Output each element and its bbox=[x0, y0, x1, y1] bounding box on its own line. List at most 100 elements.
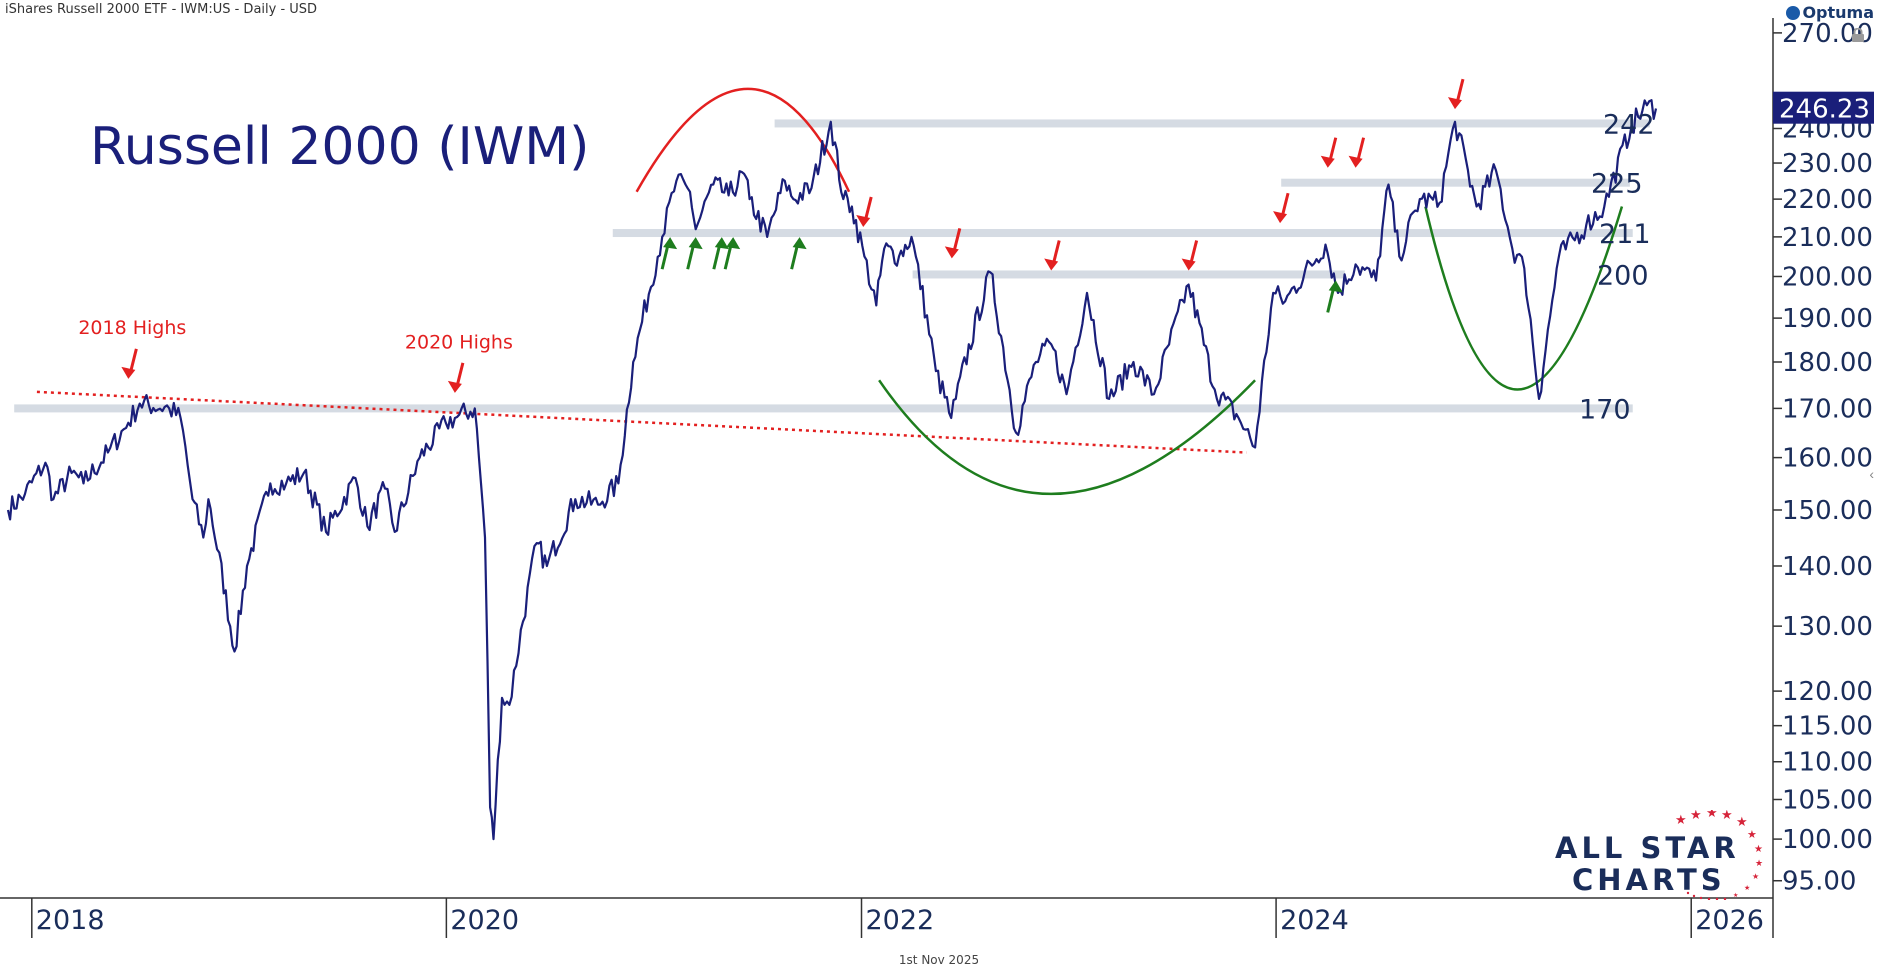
red-arrow-5-shaft bbox=[1189, 240, 1199, 265]
support-label-170: 170 bbox=[1579, 394, 1631, 425]
red-arrow-0-head bbox=[121, 366, 136, 379]
last-price-marker: 246.23 bbox=[1773, 91, 1874, 125]
red-arrow-9-shaft bbox=[1455, 78, 1465, 104]
svg-text:★: ★ bbox=[1736, 814, 1748, 829]
red-arrow-4-shaft bbox=[1051, 240, 1061, 265]
y-tick-label: 100.00 bbox=[1782, 825, 1873, 855]
y-tick-label: 220.00 bbox=[1782, 185, 1873, 215]
y-axis: 270.00240.00230.00220.00210.00200.00190.… bbox=[1773, 19, 1873, 897]
green-arrow-4-shaft bbox=[790, 243, 800, 270]
y-tick-label: 120.00 bbox=[1782, 677, 1873, 707]
svg-text:★: ★ bbox=[1733, 892, 1738, 899]
red-arrow-6-shaft bbox=[1280, 192, 1290, 218]
green-arrow-5-shaft bbox=[1326, 287, 1336, 313]
trendline-layer bbox=[36, 390, 1247, 454]
x-tick-label: 2026 bbox=[1695, 905, 1764, 936]
red-arrow-8-head bbox=[1348, 155, 1363, 168]
red-arrow-6 bbox=[1273, 192, 1290, 224]
y-tick-label: 140.00 bbox=[1782, 552, 1873, 582]
support-band-211 bbox=[612, 229, 1633, 238]
price-line-layer bbox=[6, 99, 1658, 841]
green-arrow-3-head bbox=[726, 237, 741, 250]
green-arrow-1 bbox=[686, 237, 703, 270]
support-bands bbox=[14, 119, 1650, 413]
green-arrow-2 bbox=[712, 237, 729, 270]
y-tick-label: 270.00 bbox=[1782, 19, 1873, 49]
x-tick-label: 2024 bbox=[1280, 905, 1349, 936]
red-arrow-2-head bbox=[856, 215, 871, 228]
support-band-242 bbox=[774, 119, 1650, 128]
svg-text:★: ★ bbox=[1744, 884, 1750, 892]
footer-date: 1st Nov 2025 bbox=[898, 953, 980, 967]
red-arrow-3-shaft bbox=[952, 228, 962, 253]
red-arrow-5 bbox=[1181, 240, 1199, 271]
red-arrow-4-head bbox=[1044, 258, 1059, 271]
optuma-logo-icon bbox=[1786, 6, 1801, 20]
y-tick-label: 180.00 bbox=[1782, 348, 1873, 378]
logo-line-1: ALL STAR bbox=[1555, 831, 1740, 865]
chevron-left-icon[interactable]: ‹ bbox=[1869, 466, 1874, 482]
brand-label: Optuma bbox=[1802, 3, 1874, 22]
green-arrow-0 bbox=[660, 237, 678, 270]
y-tick-label: 105.00 bbox=[1782, 785, 1873, 815]
y-tick-label: 170.00 bbox=[1782, 394, 1873, 424]
last-price-label: 246.23 bbox=[1779, 95, 1870, 125]
red-arrow-3 bbox=[944, 228, 962, 259]
support-label-211: 211 bbox=[1599, 219, 1651, 250]
green-arrow-3-shaft bbox=[723, 243, 733, 270]
brand-name: Optuma bbox=[1786, 3, 1874, 22]
svg-text:★: ★ bbox=[1706, 810, 1718, 820]
red-arrow-7-shaft bbox=[1328, 137, 1338, 163]
price-series-line bbox=[6, 99, 1658, 841]
lock-icon[interactable] bbox=[1850, 28, 1866, 42]
x-tick-label: 2020 bbox=[450, 905, 519, 936]
green-arrow-1-shaft bbox=[686, 243, 696, 270]
green-arrow-5 bbox=[1326, 280, 1343, 313]
text-annotations: 242 225 211 200 170 2018 Highs 2020 Highs bbox=[78, 109, 1654, 425]
support-band-170 bbox=[14, 404, 1633, 413]
instrument-header: iShares Russell 2000 ETF - IWM:US - Dail… bbox=[5, 2, 318, 17]
green-arc-1 bbox=[878, 379, 1256, 495]
y-tick-label: 230.00 bbox=[1782, 149, 1873, 179]
red-arrow-2 bbox=[856, 196, 873, 228]
support-band-200 bbox=[912, 270, 1345, 279]
red-arrow-9 bbox=[1447, 78, 1465, 110]
y-tick-label: 160.00 bbox=[1782, 444, 1873, 474]
red-arrow-5-head bbox=[1181, 258, 1196, 271]
red-arrow-1-shaft bbox=[455, 362, 465, 388]
last-price-box bbox=[1773, 91, 1874, 124]
arrow-annotations bbox=[121, 78, 1465, 393]
red-arrow-8 bbox=[1348, 137, 1366, 168]
y-tick-label: 95.00 bbox=[1782, 867, 1856, 897]
green-arrow-0-shaft bbox=[660, 243, 670, 270]
downtrend-line bbox=[36, 390, 1247, 454]
svg-text:★: ★ bbox=[1754, 844, 1763, 855]
annotation-1: 2020 Highs bbox=[405, 331, 513, 353]
red-arrow-7 bbox=[1320, 137, 1338, 168]
red-arrow-4 bbox=[1044, 240, 1061, 271]
red-arrow-9-head bbox=[1447, 97, 1462, 110]
y-tick-label: 115.00 bbox=[1782, 712, 1873, 742]
svg-text:★: ★ bbox=[1752, 872, 1759, 881]
green-arrow-3 bbox=[723, 237, 741, 270]
support-band-225 bbox=[1281, 178, 1630, 187]
green-arrow-0-head bbox=[663, 237, 678, 250]
y-tick-label: 130.00 bbox=[1782, 612, 1873, 642]
red-arrow-8-shaft bbox=[1356, 137, 1366, 163]
red-arrow-0 bbox=[121, 348, 138, 379]
green-arrow-2-shaft bbox=[712, 243, 722, 270]
star-ring-icon: ★ ★ ★ ★ ★★ ★★★ ★★ bbox=[1675, 810, 1763, 900]
red-arrow-1-head bbox=[447, 380, 462, 393]
svg-text:★: ★ bbox=[1755, 858, 1763, 868]
y-tick-label: 150.00 bbox=[1782, 496, 1873, 526]
x-tick-label: 2018 bbox=[36, 905, 105, 936]
logo-line-2: CHARTS bbox=[1572, 863, 1726, 897]
svg-text:★: ★ bbox=[1675, 812, 1687, 827]
y-tick-label: 200.00 bbox=[1782, 262, 1873, 292]
red-arrow-2-shaft bbox=[863, 196, 873, 222]
y-tick-label: 110.00 bbox=[1782, 748, 1873, 778]
x-axis: 2018 2020 2022 2024 2026 bbox=[31, 898, 1764, 938]
green-arc-2 bbox=[1424, 206, 1624, 391]
